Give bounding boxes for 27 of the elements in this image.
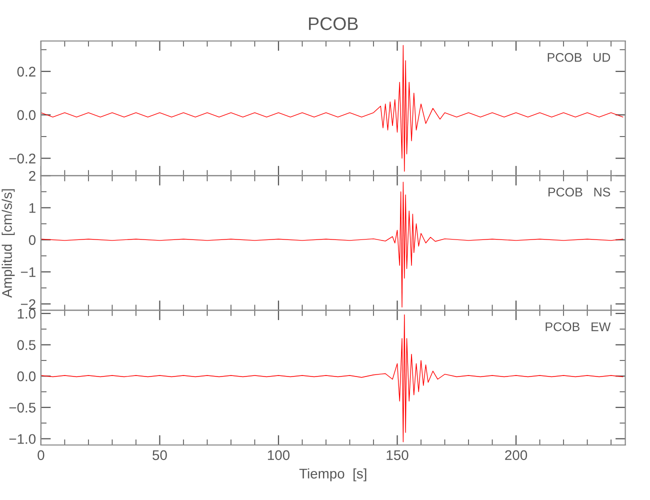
x-tick-label: 200 (505, 450, 528, 460)
y-tick-label: −0.5 (9, 402, 36, 413)
annotation: PCOB NS (548, 188, 610, 197)
y-tick-label: 0.0 (17, 110, 36, 120)
y-tick-label: 0.0 (17, 371, 36, 382)
y-tick-label: 0.5 (17, 340, 36, 350)
line-series (40, 44, 624, 172)
x-tick-label: 0 (38, 450, 44, 460)
x-tick-label: 150 (386, 450, 408, 460)
line-series (40, 182, 624, 308)
y-tick-label: −2 (20, 299, 36, 309)
y-axis-title: Amplitud [cm/s/s] (2, 189, 15, 298)
y-tick-label: −1 (20, 267, 36, 277)
x-axis-title: Tiempo [s] (299, 468, 366, 482)
y-tick-label: 1.0 (18, 308, 36, 319)
x-tick-label: 50 (152, 450, 167, 460)
line-series (40, 314, 624, 442)
y-tick-label: 1 (29, 203, 36, 213)
annotation: PCOB EW (546, 322, 611, 332)
annotation: PCOB UD (548, 53, 610, 62)
x-tick-label: 100 (268, 450, 290, 460)
y-tick-label: −1.0 (9, 434, 36, 444)
y-tick-label: 2 (29, 171, 36, 181)
y-tick-label: 0 (28, 235, 36, 245)
y-tick-label: 0.2 (17, 66, 36, 77)
chart-title: PCOB (309, 17, 358, 30)
y-tick-label: −0.2 (9, 154, 36, 164)
